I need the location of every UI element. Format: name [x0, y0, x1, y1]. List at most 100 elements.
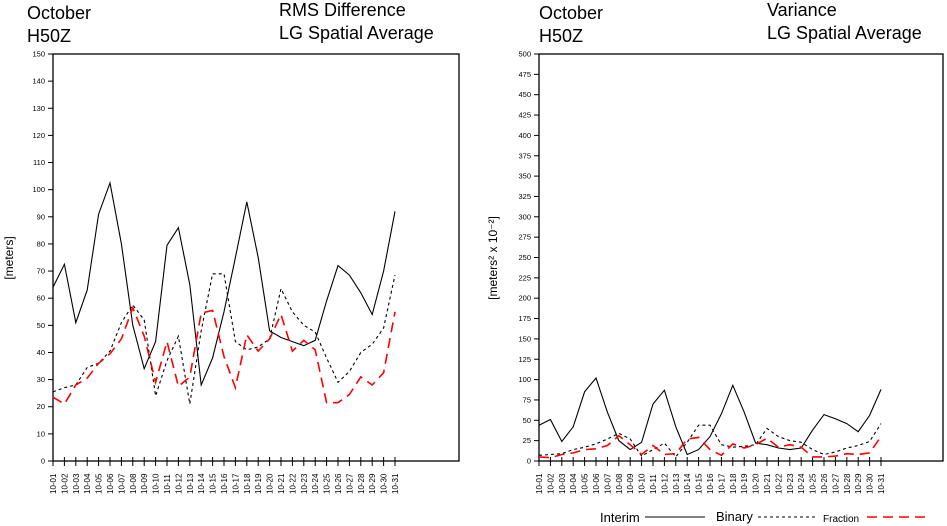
- legend-label-interim: Interim: [600, 510, 640, 525]
- y-tick-label: 100: [518, 375, 531, 384]
- x-tick-label: 10-19: [740, 473, 749, 494]
- y-tick-label: 350: [518, 172, 531, 181]
- chart-2-x-ticks: 10-01 10-02 10-03 10-04 10-05 10-06 10-07 10-08…: [535, 457, 886, 494]
- x-tick-label: 10-17: [717, 473, 726, 494]
- x-tick-label: 10-09: [140, 473, 149, 494]
- x-tick-label: 10-12: [174, 473, 183, 494]
- chart-1-title-right-line-2: LG Spatial Average: [279, 23, 434, 43]
- legend: Interim Binary Fraction: [600, 509, 930, 525]
- x-tick-label: 10-08: [615, 473, 624, 494]
- y-tick-label: 375: [518, 151, 531, 160]
- chart-2-series: [538, 376, 882, 459]
- y-tick-label: 325: [518, 192, 531, 201]
- chart-2-y-axis-label: [meters² x 10⁻²]: [486, 216, 500, 300]
- chart-1-y-axis-label: [meters]: [2, 236, 16, 279]
- chart-1-series: [52, 180, 396, 406]
- x-tick-label: 10-03: [72, 473, 81, 494]
- x-tick-label: 10-23: [300, 473, 309, 494]
- y-tick-label: 150: [518, 334, 531, 343]
- x-tick-label: 10-01: [535, 473, 544, 494]
- chart-rms-difference: October H50Z RMS Difference LG Spatial A…: [2, 0, 460, 494]
- x-tick-label: 10-05: [95, 473, 104, 494]
- x-tick-label: 10-02: [546, 473, 555, 494]
- y-tick-label: 30: [37, 375, 45, 384]
- x-tick-label: 10-21: [277, 473, 286, 494]
- x-tick-label: 10-03: [558, 473, 567, 494]
- chart-2-title-left-line-2: H50Z: [539, 26, 583, 46]
- x-tick-label: 10-20: [752, 473, 761, 494]
- x-tick-label: 10-30: [866, 473, 875, 494]
- x-tick-label: 10-28: [357, 473, 366, 494]
- y-tick-label: 425: [518, 111, 531, 120]
- x-tick-label: 10-30: [380, 473, 389, 494]
- x-tick-label: 10-04: [83, 473, 92, 494]
- y-tick-label: 20: [37, 402, 45, 411]
- x-tick-label: 10-16: [706, 473, 715, 494]
- x-tick-label: 10-31: [391, 473, 400, 494]
- x-tick-label: 10-10: [638, 473, 647, 494]
- series-line-fraction: [52, 305, 396, 406]
- x-tick-label: 10-07: [117, 473, 126, 494]
- x-tick-label: 10-17: [231, 473, 240, 494]
- y-tick-label: 10: [37, 429, 45, 438]
- x-tick-label: 10-04: [569, 473, 578, 494]
- x-tick-label: 10-16: [220, 473, 229, 494]
- series-line-binary: [52, 273, 396, 405]
- x-tick-label: 10-08: [129, 473, 138, 494]
- y-tick-label: 50: [523, 416, 531, 425]
- x-tick-label: 10-23: [786, 473, 795, 494]
- x-tick-label: 10-27: [345, 473, 354, 494]
- y-tick-label: 225: [518, 273, 531, 282]
- y-tick-label: 110: [33, 158, 45, 167]
- chart-1-x-ticks: 10-01 10-02 10-03 10-04 10-05 10-06 10-07 10-08…: [49, 457, 400, 494]
- y-tick-label: 400: [518, 131, 531, 140]
- x-tick-label: 10-15: [209, 473, 218, 494]
- x-tick-label: 10-12: [660, 473, 669, 494]
- y-tick-label: 60: [37, 294, 45, 303]
- chart-2-plot-frame: [538, 53, 944, 462]
- y-tick-label: 300: [518, 212, 531, 221]
- chart-2-title-right-line-1: Variance: [767, 0, 837, 20]
- x-tick-label: 10-26: [820, 473, 829, 494]
- x-tick-label: 10-22: [774, 473, 783, 494]
- x-tick-label: 10-24: [797, 473, 806, 494]
- y-tick-label: 70: [37, 267, 45, 276]
- chart-1-title-left-line-2: H50Z: [27, 26, 71, 46]
- y-tick-label: 175: [518, 314, 531, 323]
- chart-1-title-right-line-1: RMS Difference: [279, 0, 406, 20]
- series-line-fraction: [538, 434, 882, 459]
- y-tick-label: 25: [523, 436, 531, 445]
- x-tick-label: 10-14: [683, 473, 692, 494]
- series-line-binary: [538, 423, 882, 458]
- x-tick-label: 10-07: [603, 473, 612, 494]
- y-tick-label: 90: [37, 212, 45, 221]
- x-tick-label: 10-19: [254, 473, 263, 494]
- x-tick-label: 10-13: [672, 473, 681, 494]
- x-tick-label: 10-20: [266, 473, 275, 494]
- chart-2-title-right-line-2: LG Spatial Average: [767, 23, 922, 43]
- y-tick-label: 475: [518, 70, 531, 79]
- x-tick-label: 10-29: [854, 473, 863, 494]
- chart-1-y-ticks: 0 10 20 30 40 50 60 70 80 90 100 110 120 130 140 150: [32, 50, 54, 466]
- x-tick-label: 10-25: [809, 473, 818, 494]
- y-tick-label: 275: [518, 233, 531, 242]
- x-tick-label: 10-31: [877, 473, 886, 494]
- y-tick-label: 200: [518, 294, 531, 303]
- x-tick-label: 10-06: [106, 473, 115, 494]
- y-tick-label: 0: [41, 457, 45, 466]
- x-tick-label: 10-02: [60, 473, 69, 494]
- y-tick-label: 75: [523, 395, 531, 404]
- x-tick-label: 10-14: [197, 473, 206, 494]
- x-tick-label: 10-01: [49, 473, 58, 494]
- x-tick-label: 10-22: [288, 473, 297, 494]
- x-tick-label: 10-05: [581, 473, 590, 494]
- series-line-interim: [52, 180, 396, 388]
- x-tick-label: 10-24: [311, 473, 320, 494]
- chart-2-y-ticks: 0 25 50 75 100 125 150 175 200 225 250 275 300 325 350…: [518, 50, 540, 466]
- y-tick-label: 50: [37, 321, 45, 330]
- x-tick-label: 10-13: [186, 473, 195, 494]
- x-tick-label: 10-21: [763, 473, 772, 494]
- x-tick-label: 10-29: [368, 473, 377, 494]
- x-tick-label: 10-27: [831, 473, 840, 494]
